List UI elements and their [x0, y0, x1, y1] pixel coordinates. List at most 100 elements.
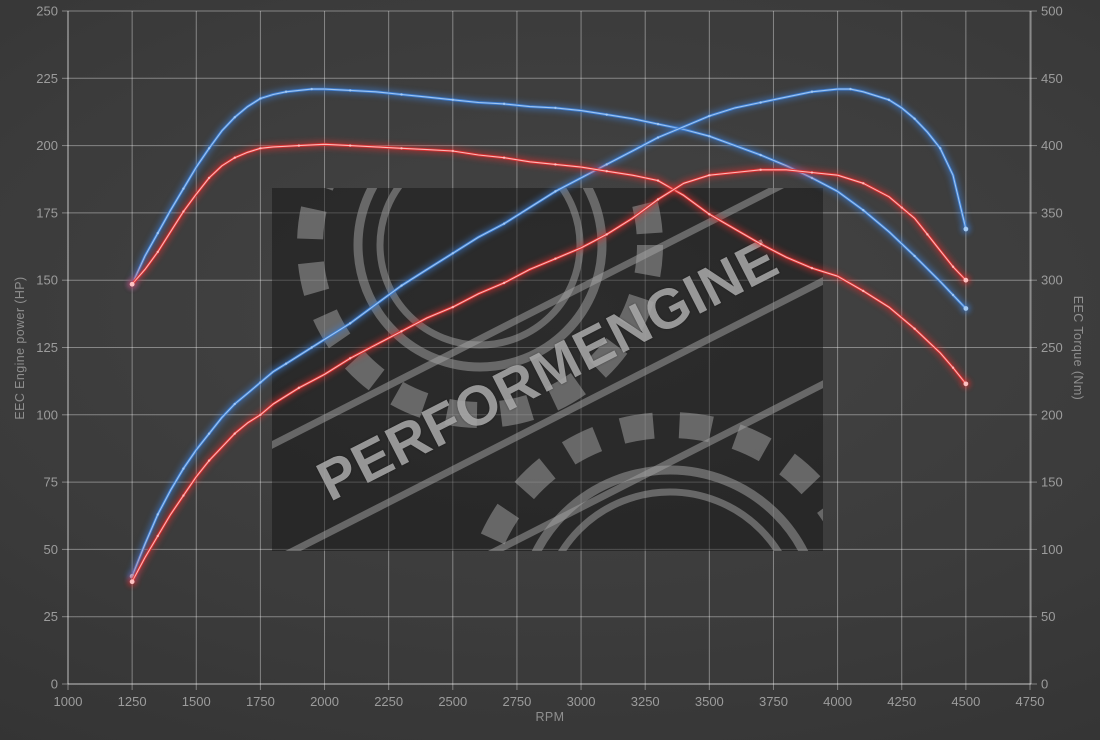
series-point: [708, 134, 711, 138]
y-right-tick-label: 500: [1041, 4, 1063, 19]
series-point: [913, 117, 916, 120]
series-point: [605, 233, 608, 236]
series-point: [156, 513, 159, 516]
x-tick-label: 4000: [823, 694, 852, 709]
series-point: [862, 289, 865, 293]
series-point: [451, 149, 454, 153]
x-tick-label: 1000: [54, 694, 83, 709]
series-point: [605, 169, 608, 173]
series-point: [207, 432, 211, 435]
y-right-tick-label: 50: [1041, 609, 1055, 624]
series-point: [951, 366, 955, 369]
series-point: [900, 206, 903, 209]
watermark-stripe: [272, 188, 823, 551]
series-point: [502, 102, 506, 106]
x-tick-label: 1250: [118, 694, 147, 709]
watermark-gear-icon: [473, 412, 823, 551]
series-point: [656, 136, 660, 139]
series-point: [759, 153, 762, 157]
x-tick-label: 4250: [887, 694, 916, 709]
y-left-tick-label: 125: [36, 340, 58, 355]
series-point: [759, 101, 762, 104]
watermark-stripe: [272, 258, 823, 551]
series-point: [656, 198, 660, 201]
series-torque-nm-red: [127, 140, 971, 389]
x-tick-label: 3000: [567, 694, 596, 709]
series-point: [862, 182, 865, 185]
series-point: [451, 252, 454, 255]
y-left-tick-label: 150: [36, 273, 58, 288]
y-left-tick-label: 175: [36, 205, 58, 220]
series-endpoint: [963, 277, 969, 283]
series-point: [207, 176, 211, 180]
y-right-tick-label: 200: [1041, 407, 1063, 422]
series-point: [207, 459, 211, 462]
series-point: [156, 231, 159, 235]
series-glow: [128, 166, 970, 586]
series-point: [182, 494, 185, 497]
series-point: [451, 98, 454, 102]
y-left-tick-label: 75: [44, 475, 58, 490]
series-point: [156, 250, 159, 254]
series-point: [451, 305, 454, 309]
series-point: [156, 534, 159, 538]
y-right-tick-label: 400: [1041, 138, 1063, 153]
series-point: [310, 87, 313, 91]
series-point: [297, 144, 301, 147]
series-point: [862, 209, 865, 212]
series-point: [887, 98, 891, 102]
series-point: [502, 281, 506, 285]
y-right-tick-label: 300: [1041, 273, 1063, 288]
series-point: [400, 93, 403, 96]
x-tick-label: 4750: [1016, 694, 1045, 709]
series-point: [259, 381, 262, 384]
series-power-hp-red: [127, 166, 971, 587]
series-point: [554, 190, 557, 193]
series-line-core: [131, 143, 967, 385]
series-point: [951, 293, 955, 297]
series-point: [605, 163, 608, 166]
series-point: [182, 210, 185, 213]
x-tick-label: 3250: [631, 694, 660, 709]
series-line: [130, 168, 968, 584]
series-line-core: [131, 88, 967, 310]
series-point: [259, 413, 262, 416]
series-endpoint: [963, 226, 969, 232]
series-point: [939, 147, 942, 150]
x-tick-label: 2500: [438, 694, 467, 709]
series-point: [554, 257, 557, 260]
series-point: [708, 213, 711, 216]
series-point: [284, 90, 288, 93]
series-point: [554, 163, 557, 166]
y-left-tick-label: 50: [44, 542, 58, 557]
series-point: [926, 233, 929, 236]
series-point: [207, 147, 211, 150]
y-left-tick-label: 225: [36, 71, 58, 86]
series-point: [233, 156, 236, 159]
series-point: [348, 89, 352, 92]
series-point: [605, 113, 608, 116]
series-endpoint: [963, 381, 969, 387]
series-point: [951, 265, 955, 268]
series-endpoint: [129, 579, 135, 585]
series-point: [849, 87, 852, 91]
y-right-tick-label: 250: [1041, 340, 1063, 355]
series-point: [400, 330, 403, 333]
series-point: [913, 254, 916, 258]
series-point: [297, 386, 301, 390]
series-point: [259, 147, 262, 150]
series-point: [913, 327, 916, 330]
watermark-stripe: [272, 188, 823, 545]
watermark-gears-graphic: [272, 188, 823, 551]
series-point: [759, 168, 762, 172]
y-left-tick-label: 200: [36, 138, 58, 153]
y-left-tick-label: 250: [36, 4, 58, 19]
series-point: [233, 432, 236, 435]
series-point: [656, 179, 660, 182]
series-point: [182, 467, 185, 470]
series-endpoint: [129, 281, 135, 287]
series-point: [810, 90, 814, 93]
series-point: [348, 357, 352, 360]
series-point: [233, 402, 236, 406]
